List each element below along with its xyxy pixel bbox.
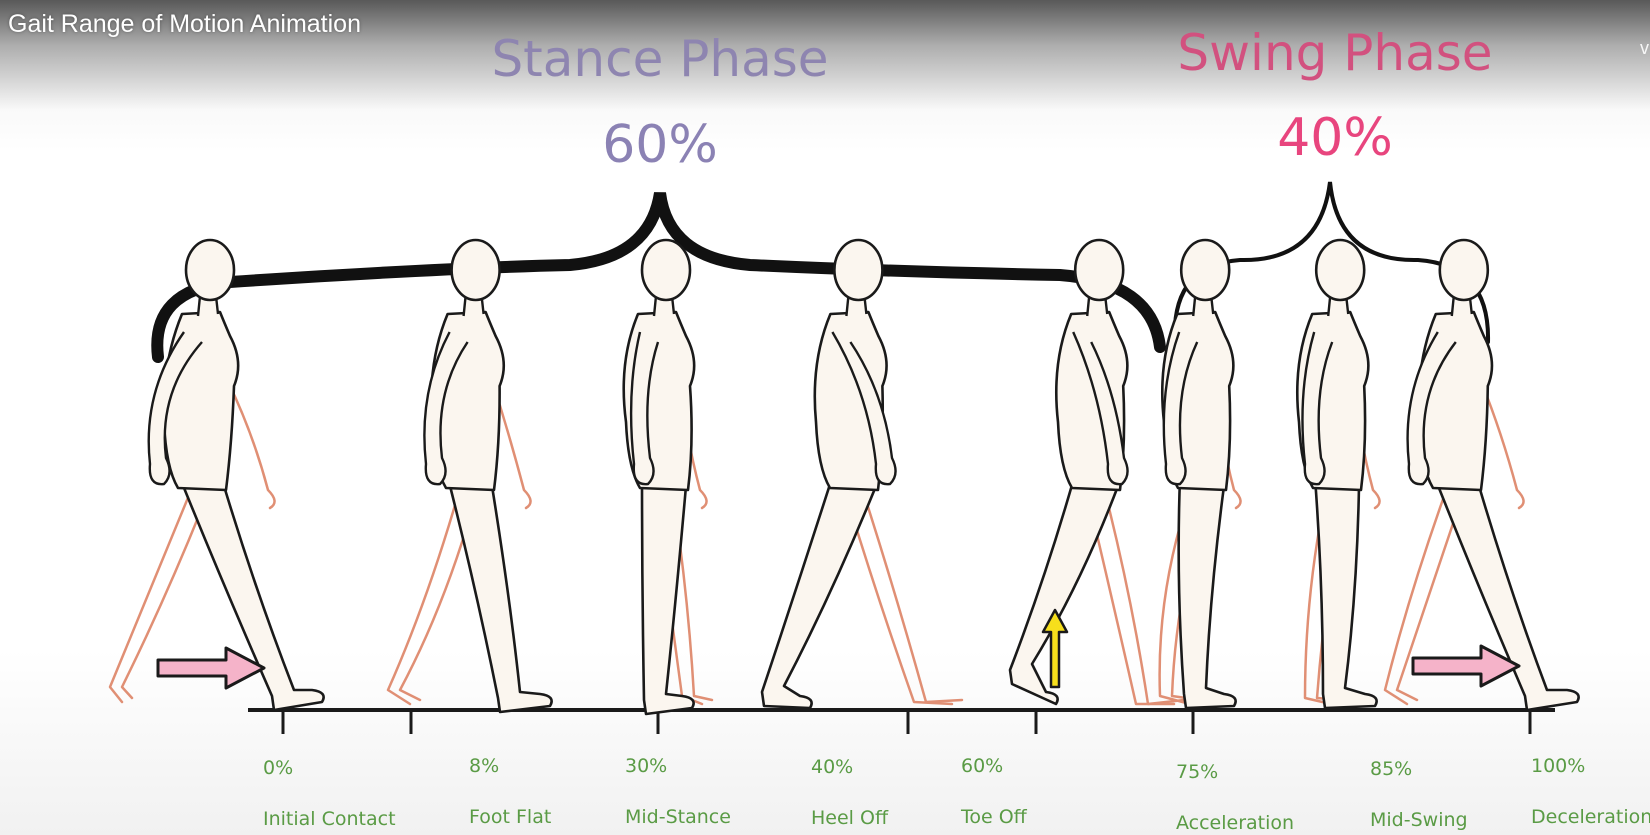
right-arrow-icon [1411, 644, 1521, 688]
event-name-label: Mid-Swing [1370, 809, 1468, 831]
event-percent-label: 40% [811, 756, 854, 778]
event-percent-label: 30% [625, 755, 668, 777]
up-arrow-icon [1041, 608, 1069, 689]
event-percent-label: 60% [961, 755, 1004, 777]
event-percent-label: 85% [1370, 758, 1413, 780]
right-arrow-icon [156, 646, 266, 690]
corner-glyph: v [1640, 38, 1649, 58]
event-name-label: Deceleration [1531, 806, 1650, 828]
video-title: Gait Range of Motion Animation [8, 10, 361, 38]
swing-phase-title: Swing Phase [1177, 24, 1493, 82]
stance-brace [151, 191, 1166, 363]
walking-figure [1295, 238, 1381, 710]
event-name-label: Foot Flat [469, 806, 552, 828]
walking-figure [622, 238, 714, 716]
stance-phase-percent: 60% [602, 115, 718, 175]
swing-phase-percent: 40% [1277, 108, 1393, 168]
event-percent-label: 0% [263, 757, 294, 779]
walking-figure [1008, 238, 1186, 706]
walking-figure [760, 238, 964, 710]
event-percent-label: 8% [469, 755, 500, 777]
walking-figure [108, 238, 325, 712]
walking-figure [386, 238, 553, 714]
event-name-label: Heel Off [811, 807, 889, 829]
event-name-label: Toe Off [961, 806, 1027, 828]
walking-figure [1158, 238, 1242, 710]
walking-figure [1383, 238, 1580, 712]
event-percent-label: 100% [1531, 755, 1586, 777]
stance-phase-title: Stance Phase [491, 30, 829, 88]
timeline-ticks [281, 710, 1532, 734]
event-name-label: Acceleration [1176, 812, 1295, 834]
event-name-label: Initial Contact [263, 808, 396, 830]
event-name-label: Mid-Stance [625, 806, 731, 828]
event-percent-label: 75% [1176, 761, 1219, 783]
walking-figures [108, 238, 1580, 716]
